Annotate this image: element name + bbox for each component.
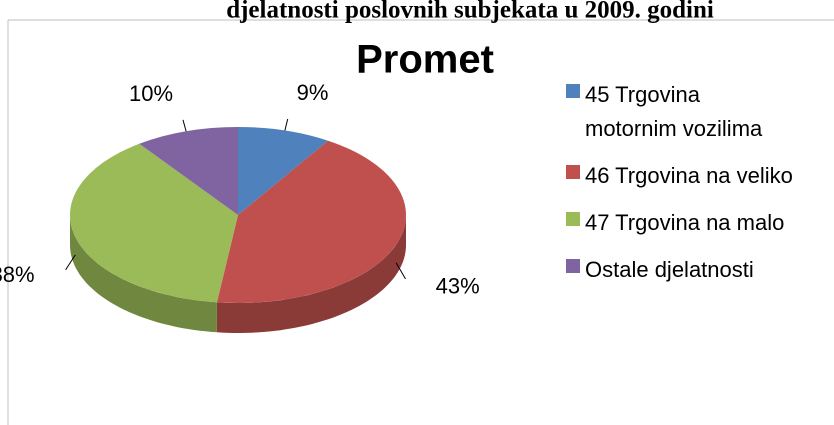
data-label: 38%	[0, 262, 35, 287]
legend: 45 Trgovina motornim vozilima 46 Trgovina…	[566, 78, 806, 300]
slice	[216, 140, 406, 303]
slice-side	[70, 215, 217, 333]
legend-swatch	[566, 84, 580, 98]
data-label: 9%	[297, 80, 329, 105]
data-label: 43%	[436, 274, 480, 299]
legend-label: 45 Trgovina motornim vozilima	[585, 82, 763, 141]
legend-item: 45 Trgovina motornim vozilima	[566, 78, 806, 146]
slice	[70, 143, 239, 303]
legend-label: Ostale djelatnosti	[585, 257, 754, 282]
leader-line	[65, 254, 76, 271]
slice	[238, 127, 329, 215]
legend-swatch	[566, 212, 580, 226]
leader-line	[182, 119, 187, 132]
legend-label: 46 Trgovina na veliko	[585, 163, 793, 188]
legend-label: 47 Trgovina na malo	[585, 210, 785, 235]
leader-line	[395, 262, 406, 280]
legend-item: Ostale djelatnosti	[566, 253, 806, 287]
legend-swatch	[566, 165, 580, 179]
legend-item: 47 Trgovina na malo	[566, 206, 806, 240]
caption: djelatnosti poslovnih subjekata u 2009. …	[226, 0, 714, 24]
data-label: 10%	[129, 81, 173, 106]
leader-line	[284, 118, 289, 131]
chart-title: Promet	[356, 38, 494, 82]
legend-item: 46 Trgovina na veliko	[566, 159, 806, 193]
legend-swatch	[566, 259, 580, 273]
slice-side	[216, 215, 406, 333]
slice	[139, 127, 238, 215]
